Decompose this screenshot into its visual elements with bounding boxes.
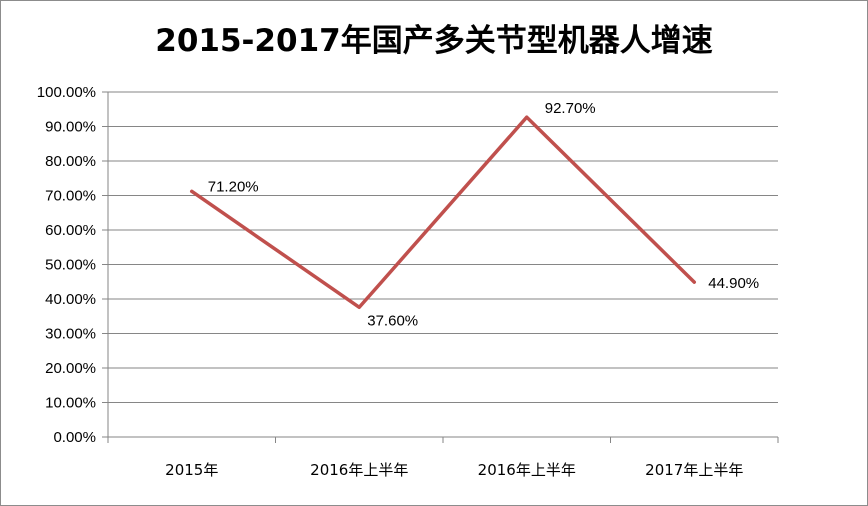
series-line (190, 115, 696, 310)
x-tick-label: 2015年 (165, 461, 218, 479)
y-tick-label: 10.00% (45, 395, 96, 412)
data-point (190, 189, 194, 193)
data-label: 44.90% (708, 275, 759, 292)
y-tick-label: 100.00% (37, 84, 96, 101)
data-point (357, 305, 361, 309)
x-tick-label: 2016年上半年 (478, 461, 576, 479)
y-tick-label: 0.00% (53, 429, 96, 446)
data-point (525, 115, 529, 119)
x-tick-label: 2017年上半年 (645, 461, 743, 479)
x-tick-label: 2016年上半年 (310, 461, 408, 479)
y-tick-label: 60.00% (45, 222, 96, 239)
data-label: 71.20% (208, 178, 259, 195)
y-tick-label: 80.00% (45, 153, 96, 170)
y-tick-label: 50.00% (45, 257, 96, 274)
chart-title: 2015-2017年国产多关节型机器人增速 (155, 23, 713, 59)
data-label: 92.70% (545, 100, 596, 117)
y-tick-label: 20.00% (45, 360, 96, 377)
y-tick-label: 70.00% (45, 188, 96, 205)
y-tick-label: 90.00% (45, 119, 96, 136)
data-point (692, 280, 696, 284)
y-tick-label: 40.00% (45, 291, 96, 308)
y-tick-label: 30.00% (45, 326, 96, 343)
data-label: 37.60% (367, 312, 418, 329)
